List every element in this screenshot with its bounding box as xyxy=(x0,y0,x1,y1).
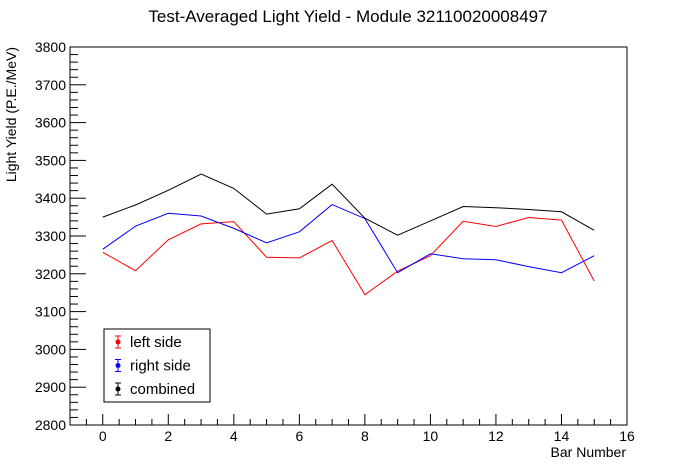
y-tick-label: 3200 xyxy=(35,266,66,282)
x-tick-label: 6 xyxy=(295,428,303,444)
x-tick-label: 10 xyxy=(423,428,439,444)
legend-marker-left-side xyxy=(115,339,121,345)
x-tick-label: 4 xyxy=(230,428,238,444)
y-tick-label: 3700 xyxy=(35,77,66,93)
series-line-right-side xyxy=(102,204,595,274)
x-tick-label: 0 xyxy=(99,428,107,444)
x-tick-label: 12 xyxy=(488,428,504,444)
legend-marker-combined xyxy=(115,386,121,392)
series-line-combined xyxy=(102,173,595,236)
y-tick-label: 3800 xyxy=(35,39,66,55)
y-axis-label: Light Yield (P.E./MeV) xyxy=(3,47,19,182)
x-axis-label: Bar Number xyxy=(551,444,627,460)
chart-title: Test-Averaged Light Yield - Module 32110… xyxy=(148,7,547,26)
y-tick-label: 3600 xyxy=(35,115,66,131)
x-tick-label: 16 xyxy=(619,428,635,444)
y-tick-label: 3400 xyxy=(35,190,66,206)
y-tick-label: 2900 xyxy=(35,379,66,395)
y-tick-label: 3100 xyxy=(35,304,66,320)
series-line-left-side xyxy=(102,216,595,296)
legend-label-combined: combined xyxy=(130,381,195,398)
x-axis: 0 2 4 6 8 10 12 14 16 xyxy=(69,414,635,444)
x-tick-label: 2 xyxy=(164,428,172,444)
legend-marker-right-side xyxy=(115,363,121,368)
series-layer xyxy=(102,173,595,296)
y-tick-label: 3300 xyxy=(35,228,66,244)
y-tick-label: 3000 xyxy=(35,341,66,357)
legend-label-right-side: right side xyxy=(130,358,191,375)
legend: left side right side combined xyxy=(103,328,211,403)
x-tick-label: 14 xyxy=(554,428,570,444)
y-tick-label: 3500 xyxy=(35,152,66,168)
x-tick-label: 8 xyxy=(361,428,369,444)
legend-box xyxy=(103,328,211,403)
y-tick-label: 2800 xyxy=(35,417,66,433)
legend-label-left-side: left side xyxy=(130,334,182,351)
y-axis: 2800 2900 3000 3100 3200 3300 3400 3500 3600 3700… xyxy=(35,39,86,433)
